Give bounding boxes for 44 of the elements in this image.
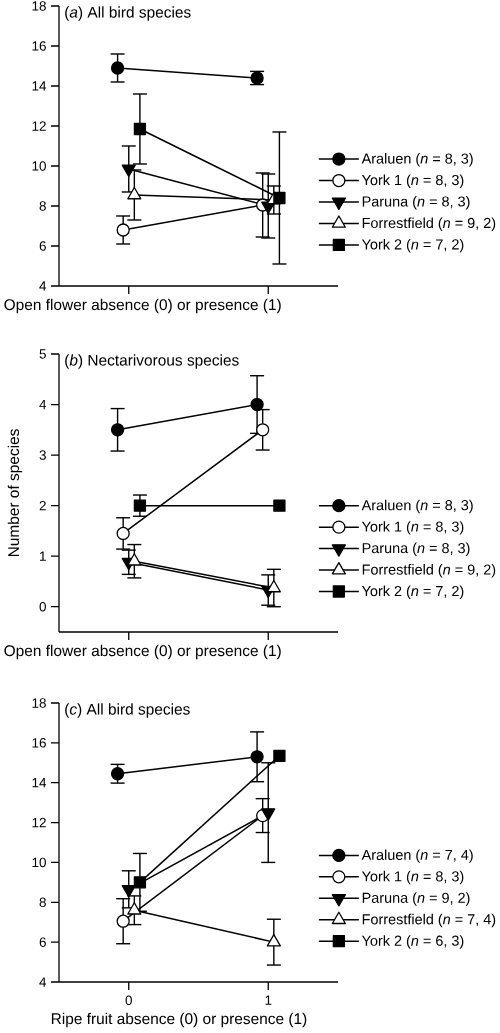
legend-label: Paruna (n = 8, 3)	[362, 542, 470, 557]
y-tick-label: 12	[32, 817, 46, 828]
y-tick-label: 0	[39, 601, 46, 612]
y-tick-label: 5	[39, 349, 46, 359]
y-tick-label: 3	[39, 450, 46, 460]
chart-title: (c) All bird species	[65, 703, 190, 718]
y-tick-label: 18	[32, 698, 46, 708]
y-tick-label: 10	[32, 161, 46, 171]
y-tick-label: 2	[39, 500, 46, 511]
y-tick-label: 18	[32, 1, 46, 11]
y-tick-label: 14	[32, 778, 47, 788]
y-tick-label: 6	[39, 241, 46, 251]
legend-label: York 2 (n = 6, 3)	[361, 935, 464, 949]
y-tick-label: 14	[32, 81, 47, 91]
legend-label: York 2 (n = 7, 2)	[361, 585, 464, 600]
x-axis-title: Open flower absence (0) or presence (1)	[4, 644, 281, 660]
y-tick-label: 16	[32, 738, 46, 748]
x-axis-title: Ripe fruit absence (0) or presence (1)	[51, 1012, 307, 1028]
legend-label: Forrestfield (n = 9, 2)	[362, 217, 496, 231]
legend-label: York 1 (n = 8, 3)	[361, 521, 464, 535]
y-tick-label: 8	[39, 897, 46, 908]
chart-title: (a) All bird species	[65, 6, 191, 21]
y-tick-label: 4	[39, 281, 47, 291]
y-tick-label: 8	[39, 201, 46, 211]
legend-label: Araluen (n = 8, 3)	[361, 153, 473, 167]
y-tick-label: 16	[32, 41, 46, 51]
x-axis-title: Open flower absence (0) or presence (1)	[4, 298, 281, 314]
y-tick-label: 1	[40, 551, 46, 561]
y-tick-label: 4	[39, 977, 47, 987]
legend-label: Paruna (n = 8, 3)	[362, 196, 470, 210]
y-tick-label: 4	[39, 399, 47, 410]
legend-label: Paruna (n = 9, 2)	[362, 892, 470, 906]
y-tick-label: 12	[32, 121, 46, 131]
legend-label: Forrestfield (n = 9, 2)	[362, 564, 496, 578]
legend-label: Forrestfield (n = 7, 4)	[362, 913, 496, 928]
y-tick-label: 6	[39, 937, 46, 947]
chart-title: (b) Nectarivorous species	[65, 354, 239, 369]
y-axis-title: Number of species	[7, 429, 23, 557]
legend-label: York 1 (n = 8, 3)	[361, 174, 464, 189]
legend-label: Araluen (n = 7, 4)	[361, 849, 473, 863]
legend-label: Araluen (n = 8, 3)	[361, 499, 473, 514]
legend-label: York 2 (n = 7, 2)	[361, 238, 464, 253]
y-tick-label: 10	[32, 857, 46, 868]
legend-label: York 1 (n = 8, 3)	[361, 870, 464, 885]
